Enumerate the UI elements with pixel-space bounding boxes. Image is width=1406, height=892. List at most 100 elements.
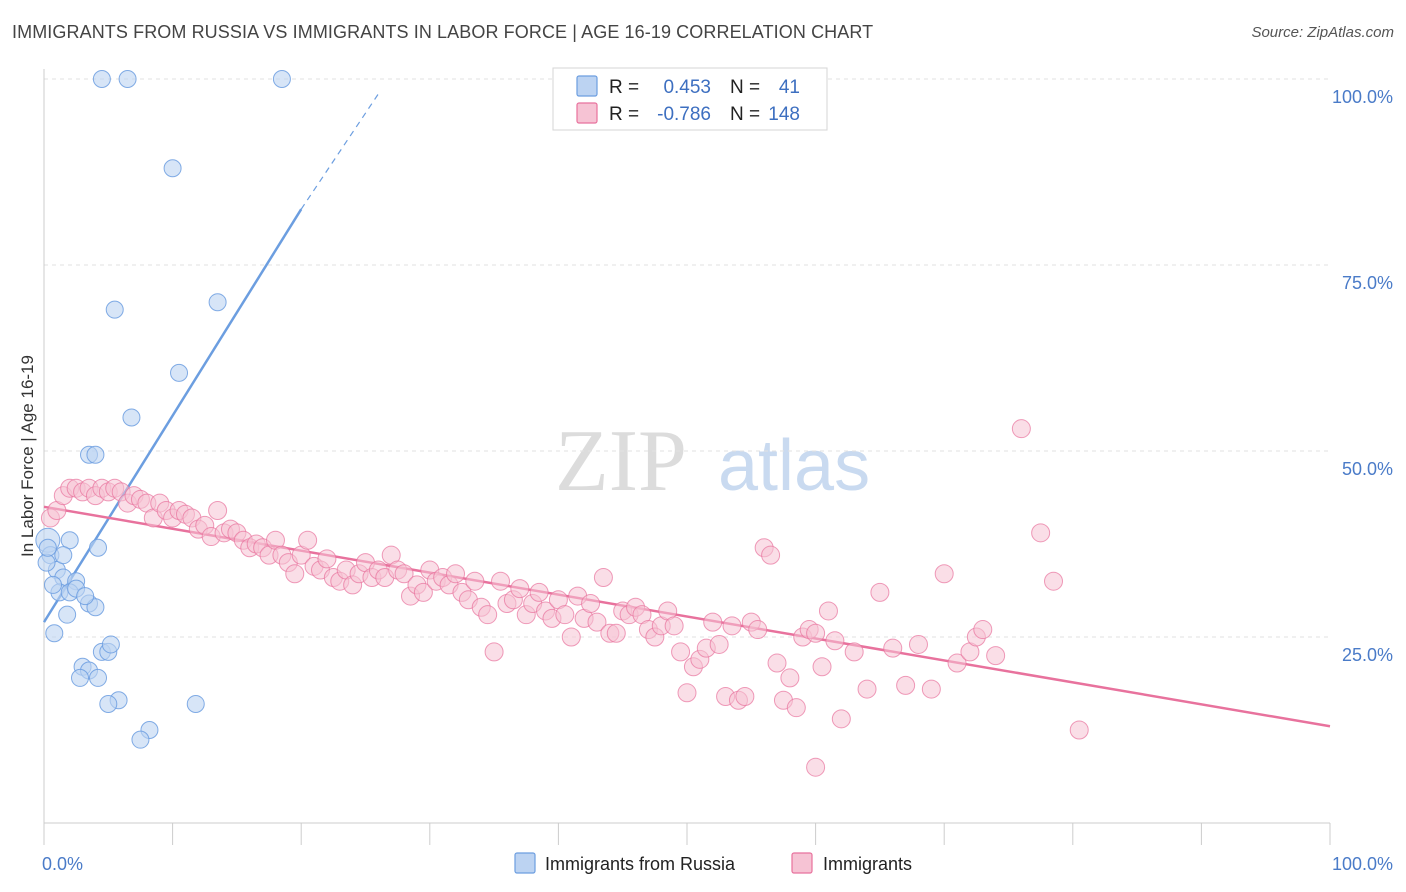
legend-n-value-2: 148 (768, 104, 800, 125)
point-immigrants-125 (857, 679, 877, 699)
point-immigrants-73 (510, 579, 530, 599)
point-immigrants-26 (208, 501, 228, 521)
trend-lines (42, 93, 1331, 728)
point-russia-38 (54, 546, 73, 565)
correlation-legend: R = 0.453 N = 41 R = -0.786 N = 148 (552, 67, 828, 131)
point-russia-21 (58, 605, 77, 624)
point-immigrants-131 (934, 564, 954, 584)
point-immigrants-58 (413, 582, 433, 602)
point-immigrants-88 (606, 623, 626, 643)
point-immigrants-81 (561, 627, 581, 647)
series-legend-swatch-pink (791, 852, 813, 874)
legend-n-label-2: N = (730, 104, 760, 125)
point-russia-36 (37, 553, 56, 572)
point-immigrants-135 (973, 620, 993, 640)
point-immigrants-43 (317, 549, 337, 569)
point-russia-40 (44, 575, 63, 594)
legend-r-label-1: R = (609, 77, 639, 98)
point-immigrants-99 (677, 683, 697, 703)
point-russia-13 (60, 531, 79, 550)
point-russia-23 (45, 624, 64, 643)
x-tick-label-max: 100.0% (1332, 854, 1393, 874)
point-immigrants-70 (491, 571, 511, 591)
point-immigrants-132 (947, 653, 967, 673)
point-immigrants-128 (896, 675, 916, 695)
series-immigrants-from-russia (35, 70, 291, 749)
point-immigrants-80 (555, 605, 575, 625)
point-immigrants-120 (812, 657, 832, 677)
point-immigrants-85 (587, 612, 607, 632)
watermark-zip: ZIP (555, 413, 687, 510)
point-russia-4 (105, 300, 124, 319)
point-immigrants-40 (298, 530, 318, 550)
point-immigrants-115 (780, 668, 800, 688)
point-russia-39 (76, 587, 95, 606)
point-russia-32 (99, 694, 118, 713)
point-russia-26 (101, 635, 120, 654)
point-russia-5 (208, 293, 227, 312)
point-immigrants-97 (664, 616, 684, 636)
point-immigrants-84 (581, 594, 601, 614)
axes (43, 69, 1331, 845)
point-immigrants-127 (883, 638, 903, 658)
point-immigrants-108 (735, 687, 755, 707)
point-immigrants-129 (908, 634, 928, 654)
x-tick-label-min: 0.0% (42, 854, 83, 874)
y-tick-labels: 25.0% 50.0% 75.0% 100.0% (1332, 87, 1393, 665)
point-immigrants-113 (767, 653, 787, 673)
point-russia-2 (272, 70, 291, 88)
point-immigrants-116 (786, 698, 806, 718)
legend-r-label-2: R = (609, 104, 639, 125)
point-immigrants-121 (818, 601, 838, 621)
point-russia-33 (186, 694, 205, 713)
y-tick-label-100: 100.0% (1332, 87, 1393, 107)
point-immigrants-69 (484, 642, 504, 662)
point-immigrants-104 (709, 634, 729, 654)
point-immigrants-119 (806, 623, 826, 643)
gridlines (44, 78, 1330, 638)
point-immigrants-106 (722, 616, 742, 636)
point-immigrants-138 (1031, 523, 1051, 543)
point-immigrants-112 (761, 545, 781, 565)
y-axis-title: In Labor Force | Age 16-19 (18, 355, 37, 557)
chart-source: Source: ZipAtlas.com (1251, 24, 1394, 41)
point-immigrants-126 (870, 582, 890, 602)
watermark: ZIP atlas (555, 413, 870, 510)
point-immigrants-68 (478, 605, 498, 625)
legend-swatch-blue (576, 75, 598, 97)
chart-title: IMMIGRANTS FROM RUSSIA VS IMMIGRANTS IN … (12, 22, 874, 42)
point-immigrants-141 (806, 757, 826, 777)
point-russia-20 (86, 598, 105, 617)
point-immigrants-66 (465, 571, 485, 591)
point-russia-6 (170, 363, 189, 382)
point-immigrants-137 (1011, 419, 1031, 439)
series-immigrants (40, 419, 1089, 777)
point-russia-7 (122, 408, 141, 427)
y-tick-label-25: 25.0% (1342, 645, 1393, 665)
point-russia-3 (163, 159, 182, 178)
y-tick-label-75: 75.0% (1342, 273, 1393, 293)
legend-n-value-1: 41 (779, 77, 800, 98)
point-immigrants-140 (1069, 720, 1089, 740)
point-russia-0 (92, 70, 111, 88)
point-immigrants-124 (844, 642, 864, 662)
series-legend-label-immigrants: Immigrants (823, 854, 912, 874)
point-immigrants-63 (446, 564, 466, 584)
legend-r-value-2: -0.786 (657, 104, 711, 125)
point-russia-30 (71, 668, 90, 687)
point-immigrants-123 (831, 709, 851, 729)
series-legend-label-russia: Immigrants from Russia (545, 854, 736, 874)
point-immigrants-122 (825, 631, 845, 651)
trend-line-russia (42, 208, 303, 623)
point-immigrants-139 (1044, 571, 1064, 591)
point-russia-29 (89, 668, 108, 687)
legend-box (552, 67, 828, 131)
watermark-atlas: atlas (718, 426, 870, 506)
series-legend-swatch-blue (514, 852, 536, 874)
legend-r-value-1: 0.453 (663, 77, 711, 98)
point-immigrants-86 (593, 567, 613, 587)
point-russia-9 (86, 445, 105, 464)
legend-n-label-1: N = (730, 77, 760, 98)
point-immigrants-98 (671, 642, 691, 662)
